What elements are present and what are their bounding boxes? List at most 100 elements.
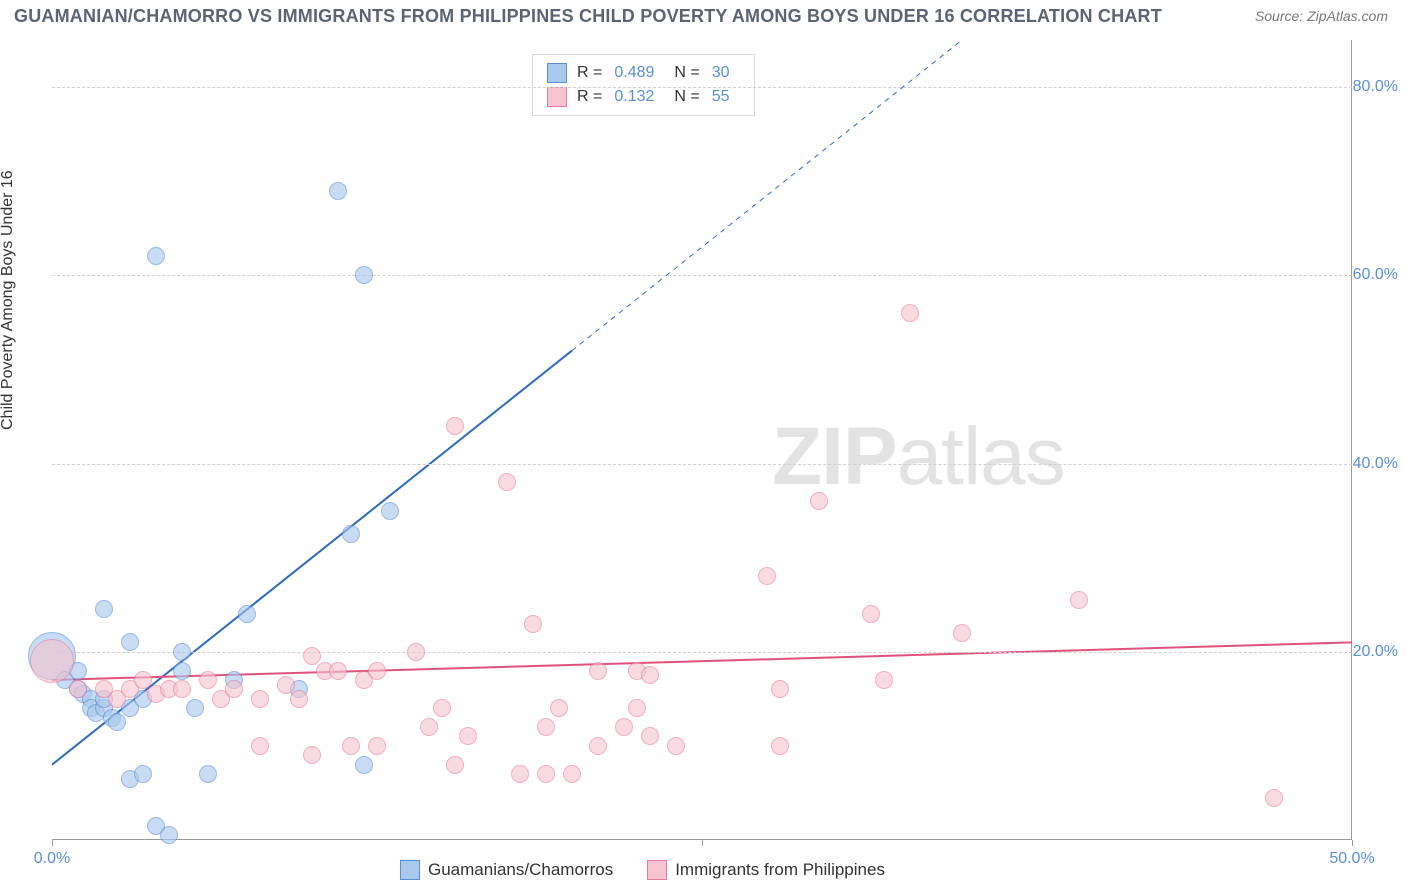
scatter-point (563, 765, 581, 783)
scatter-point (251, 737, 269, 755)
n-value: 30 (712, 61, 730, 85)
x-tick (52, 840, 53, 846)
scatter-point (368, 662, 386, 680)
scatter-point (420, 718, 438, 736)
y-tick-label: 40.0% (1353, 455, 1398, 473)
source-attribution: Source: ZipAtlas.com (1255, 8, 1388, 24)
scatter-point (771, 737, 789, 755)
watermark: ZIPatlas (772, 410, 1065, 504)
scatter-point (498, 473, 516, 491)
series-legend: Guamanians/Chamorros Immigrants from Phil… (400, 860, 885, 880)
scatter-point (186, 699, 204, 717)
r-legend-row: R = 0.489 N = 30 (547, 61, 740, 85)
plot-area: ZIPatlas R =0.489N =30R =0.132N =55 20.0… (52, 40, 1352, 840)
x-tick-label: 50.0% (1329, 850, 1374, 868)
scatter-point (589, 737, 607, 755)
legend-swatch (400, 860, 420, 880)
y-axis-right (1351, 40, 1352, 840)
scatter-point (901, 304, 919, 322)
y-axis-label: Child Poverty Among Boys Under 16 (0, 170, 17, 430)
scatter-point (329, 182, 347, 200)
scatter-point (329, 662, 347, 680)
scatter-point (667, 737, 685, 755)
correlation-legend: R = 0.489 N = 30 R = 0.132 N = 55 (532, 54, 755, 116)
scatter-point (459, 727, 477, 745)
scatter-point (446, 756, 464, 774)
legend-item: Immigrants from Philippines (647, 860, 885, 880)
legend-swatch (547, 87, 567, 107)
n-label: N = (674, 61, 699, 85)
scatter-point (160, 826, 178, 844)
scatter-point (238, 605, 256, 623)
scatter-point (303, 647, 321, 665)
scatter-point (875, 671, 893, 689)
scatter-point (199, 671, 217, 689)
gridline (52, 464, 1352, 465)
scatter-point (862, 605, 880, 623)
scatter-point (433, 699, 451, 717)
scatter-point (30, 639, 74, 683)
scatter-point (615, 718, 633, 736)
scatter-point (355, 756, 373, 774)
scatter-point (537, 765, 555, 783)
scatter-point (303, 746, 321, 764)
legend-label: Immigrants from Philippines (675, 860, 885, 880)
x-tick (1352, 840, 1353, 846)
n-value: 55 (712, 85, 730, 109)
scatter-point (550, 699, 568, 717)
legend-swatch (647, 860, 667, 880)
trend-lines-svg (52, 40, 1352, 840)
r-value: 0.489 (614, 61, 654, 85)
scatter-point (355, 266, 373, 284)
scatter-point (381, 502, 399, 520)
scatter-point (771, 680, 789, 698)
legend-swatch (547, 63, 567, 83)
legend-item: Guamanians/Chamorros (400, 860, 613, 880)
scatter-point (342, 525, 360, 543)
scatter-point (173, 662, 191, 680)
scatter-point (173, 643, 191, 661)
scatter-point (108, 713, 126, 731)
y-tick-label: 60.0% (1353, 266, 1398, 284)
scatter-point (290, 690, 308, 708)
r-label: R = (577, 61, 602, 85)
scatter-point (95, 600, 113, 618)
scatter-point (407, 643, 425, 661)
scatter-point (511, 765, 529, 783)
scatter-point (251, 690, 269, 708)
gridline (52, 652, 1352, 653)
chart-title: GUAMANIAN/CHAMORRO VS IMMIGRANTS FROM PH… (14, 6, 1162, 27)
scatter-point (537, 718, 555, 736)
scatter-point (641, 727, 659, 745)
scatter-point (1265, 789, 1283, 807)
x-tick (702, 840, 703, 846)
scatter-point (147, 247, 165, 265)
watermark-zip: ZIP (772, 411, 897, 502)
scatter-point (810, 492, 828, 510)
gridline (52, 87, 1352, 88)
scatter-point (628, 699, 646, 717)
scatter-point (641, 666, 659, 684)
x-tick-label: 0.0% (34, 850, 70, 868)
n-label: N = (674, 85, 699, 109)
scatter-point (277, 676, 295, 694)
scatter-point (953, 624, 971, 642)
y-tick-label: 80.0% (1353, 78, 1398, 96)
scatter-point (121, 633, 139, 651)
legend-label: Guamanians/Chamorros (428, 860, 613, 880)
trend-line (52, 642, 1352, 680)
scatter-point (199, 765, 217, 783)
scatter-point (758, 567, 776, 585)
scatter-point (225, 680, 243, 698)
watermark-atlas: atlas (897, 411, 1065, 502)
scatter-point (134, 765, 152, 783)
r-label: R = (577, 85, 602, 109)
scatter-point (446, 417, 464, 435)
scatter-point (342, 737, 360, 755)
scatter-point (589, 662, 607, 680)
scatter-point (368, 737, 386, 755)
scatter-point (524, 615, 542, 633)
scatter-point (1070, 591, 1088, 609)
r-value: 0.132 (614, 85, 654, 109)
gridline (52, 275, 1352, 276)
